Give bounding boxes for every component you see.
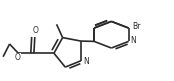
Text: Br: Br xyxy=(132,22,141,31)
Text: O: O xyxy=(32,26,38,35)
Text: N: N xyxy=(83,57,89,66)
Text: N: N xyxy=(131,36,136,45)
Text: O: O xyxy=(15,53,21,62)
